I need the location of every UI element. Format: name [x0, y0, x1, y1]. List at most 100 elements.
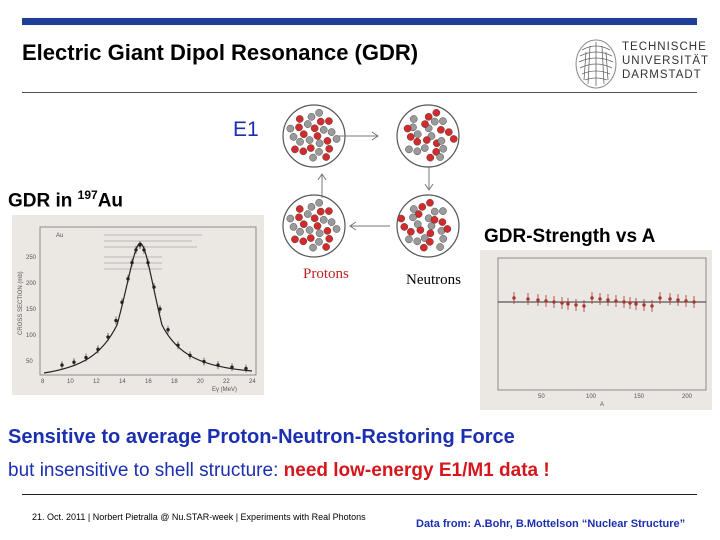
proton-dot: [306, 144, 315, 152]
proton-dot: [437, 126, 445, 134]
neutron-dot: [309, 153, 317, 162]
e1-label: E1: [233, 118, 259, 141]
right-data-point: [668, 297, 672, 301]
proton-dot: [316, 207, 325, 216]
left-x-tick: 22: [223, 379, 230, 385]
right-data-point: [526, 297, 530, 301]
proton-dot: [424, 113, 433, 121]
left-y-tick: 200: [26, 281, 37, 287]
proton-dot: [407, 227, 415, 236]
neutron-dot: [439, 235, 448, 243]
neutron-dot: [405, 145, 413, 154]
proton-dot: [325, 235, 334, 243]
left-y-tick: 100: [26, 333, 37, 339]
left-x-tick: 16: [145, 379, 152, 385]
right-data-point: [512, 296, 516, 300]
neutron-dot: [315, 108, 323, 117]
proton-dot: [306, 234, 315, 242]
left-y-tick: 50: [26, 359, 33, 365]
proton-dot: [291, 145, 299, 154]
neutron-dot: [409, 205, 418, 213]
right-data-point: [606, 298, 610, 302]
proton-dot: [299, 220, 308, 228]
slide-title: Electric Giant Dipol Resonance (GDR): [22, 40, 419, 65]
right-data-point: [590, 296, 594, 300]
proton-dot: [323, 137, 332, 145]
neutron-dot: [405, 235, 413, 244]
left-x-label: Eγ (MeV): [212, 387, 237, 393]
left-series-label: Au: [56, 233, 63, 239]
neutron-dot: [289, 133, 298, 141]
left-x-tick: 18: [171, 379, 178, 385]
neutron-dot: [439, 117, 447, 125]
right-data-point: [622, 300, 626, 304]
logo-text: TECHNISCHE UNIVERSITÄT DARMSTADT: [622, 41, 710, 81]
right-data-point: [536, 298, 540, 302]
neutron-dot: [315, 148, 323, 156]
top-accent-bar: [22, 18, 697, 25]
summary-line-1: Sensitive to average Proton-Neutron-Rest…: [8, 426, 515, 448]
neutron-dot: [305, 226, 314, 234]
proton-dot: [325, 117, 333, 125]
proton-dot: [418, 203, 427, 211]
proton-dot: [400, 223, 409, 231]
proton-dot: [310, 124, 319, 133]
right-data-point: [574, 303, 578, 307]
right-data-point: [552, 300, 556, 304]
proton-dot: [413, 137, 422, 146]
right-x-tick: 150: [634, 394, 645, 400]
neutron-dot: [413, 147, 422, 156]
proton-dot: [430, 216, 439, 224]
right-data-point: [560, 301, 564, 305]
right-data-point: [642, 303, 646, 307]
proton-dot: [310, 214, 319, 223]
left-x-tick: 20: [197, 379, 204, 385]
proton-dot: [323, 227, 332, 235]
right-data-point: [684, 299, 688, 303]
data-source: Data from: A.Bohr, B.Mottelson “Nuclear …: [416, 518, 686, 530]
proton-dot: [313, 222, 322, 230]
right-x-tick: 50: [538, 394, 545, 400]
proton-dot: [295, 115, 304, 123]
neutron-dot: [315, 198, 323, 207]
left-x-tick: 24: [249, 379, 256, 385]
left-y-tick: 150: [26, 307, 37, 313]
neutron-dot: [307, 113, 316, 121]
neutron-dot: [413, 220, 422, 228]
right-data-point: [634, 302, 638, 306]
neutron-dot: [430, 207, 439, 216]
right-data-point: [614, 299, 618, 303]
neutron-dot: [427, 222, 436, 230]
proton-dot: [426, 229, 435, 238]
neutron-dot: [439, 145, 448, 153]
proton-dot: [426, 198, 434, 207]
proton-dot: [421, 120, 429, 128]
right-data-point: [628, 301, 632, 305]
proton-dot: [295, 123, 303, 132]
left-x-tick: 12: [93, 379, 100, 385]
proton-dot: [299, 130, 308, 138]
left-x-tick: 10: [67, 379, 74, 385]
neutron-dot: [436, 153, 444, 161]
neutron-dot: [413, 130, 422, 138]
proton-dot: [406, 133, 415, 141]
isotope-element: Au: [97, 190, 124, 212]
proton-dot: [432, 108, 441, 117]
right-data-point: [658, 296, 662, 300]
neutron-dot: [437, 137, 446, 145]
neutron-dot: [289, 223, 298, 231]
gdr-oscillation-diagram: [282, 104, 460, 258]
title-divider: [22, 92, 697, 93]
gdr-au-label: GDR in 197Au: [8, 188, 123, 212]
footer-divider: [22, 494, 697, 495]
neutron-dot: [413, 237, 422, 246]
neutrons-label: Neutrons: [406, 272, 461, 288]
proton-dot: [295, 213, 303, 222]
proton-dot: [397, 214, 405, 223]
proton-dot: [325, 145, 334, 153]
right-x-label: A: [600, 402, 604, 408]
neutron-dot: [319, 126, 328, 134]
neutron-dot: [296, 227, 304, 236]
summary-line-2: but insensitive to shell structure: need…: [8, 460, 550, 482]
left-x-tick: 14: [119, 379, 126, 385]
